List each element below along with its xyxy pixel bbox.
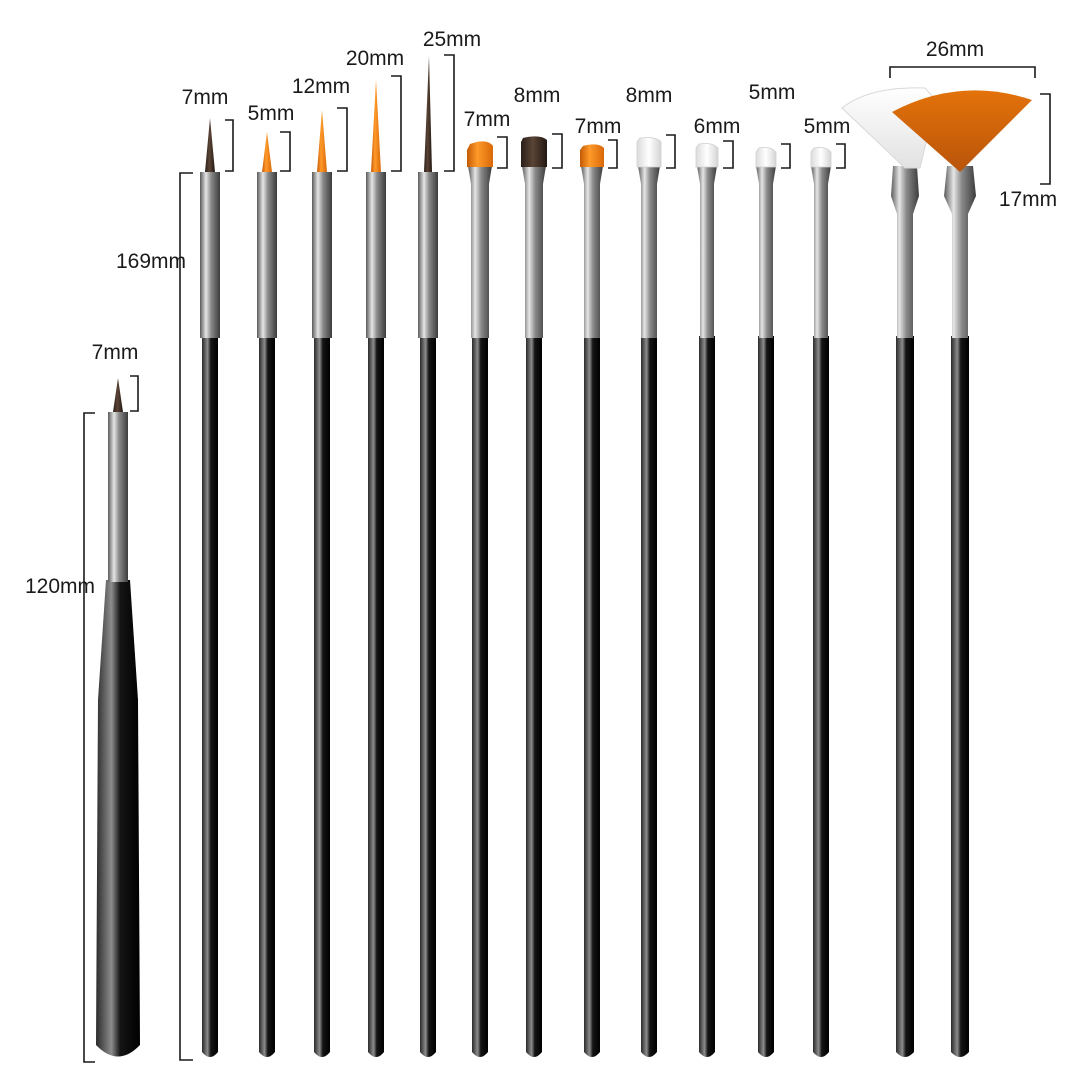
label-liner-1: 7mm (182, 86, 229, 109)
bracket-flat-6 (781, 143, 791, 169)
label-flat-5: 6mm (694, 115, 741, 138)
bracket-liner-2 (280, 131, 291, 172)
brush-ferrule (468, 166, 492, 338)
striper-brush-5 (418, 56, 438, 1057)
label-liner-3: 12mm (292, 75, 350, 98)
brush-ferrule (756, 166, 776, 338)
brush-bristle (636, 137, 662, 168)
brush-bristle (580, 144, 604, 167)
label-short-length: 120mm (25, 575, 95, 598)
brush-ferrule (108, 412, 128, 582)
brush-ferrule (200, 172, 220, 338)
fan-brush-1 (841, 87, 937, 1057)
brush-bristle (424, 56, 432, 172)
brush-ferrule (811, 166, 831, 338)
brush-bristle (371, 80, 381, 172)
label-fan-width: 26mm (926, 38, 984, 61)
flat-brush-5 (695, 143, 719, 1057)
flat-brush-4 (636, 137, 662, 1057)
label-long-length: 169mm (116, 250, 186, 273)
label-flat-3: 7mm (575, 115, 622, 138)
brush-handle (202, 336, 218, 1057)
label-liner-5: 25mm (423, 28, 481, 51)
bracket-liner-1 (225, 119, 234, 172)
brush-bristle (317, 110, 327, 172)
label-short-tip: 7mm (92, 341, 139, 364)
fan-brush-2 (892, 90, 1032, 1057)
bracket-flat-7 (836, 143, 846, 169)
brush-bristle (892, 90, 1032, 172)
brush-handle (420, 336, 436, 1057)
bracket-fan-height (1040, 93, 1051, 185)
label-liner-4: 20mm (346, 47, 404, 70)
brush-bristle (521, 136, 547, 167)
brush-handle (96, 580, 140, 1057)
brush-bristle (467, 141, 493, 167)
short-liner-brush (96, 378, 140, 1057)
flat-brush-7 (810, 147, 832, 1057)
bracket-liner-4 (391, 75, 402, 172)
brush-handle (259, 336, 275, 1057)
bracket-flat-1 (497, 136, 508, 169)
bracket-long-length (179, 172, 193, 1061)
brush-handle (526, 336, 542, 1057)
brush-bristle (262, 132, 272, 172)
brush-ferrule (418, 172, 438, 338)
bracket-liner-3 (337, 107, 348, 172)
label-flat-2: 8mm (514, 84, 561, 107)
bracket-flat-2 (552, 133, 563, 169)
brush-ferrule (638, 166, 660, 338)
label-flat-1: 7mm (464, 108, 511, 131)
brush-ferrule (366, 172, 386, 338)
bracket-liner-5 (444, 54, 455, 172)
brush-bristle (755, 147, 777, 168)
bracket-flat-4 (666, 134, 676, 169)
brush-ferrule (891, 166, 919, 338)
striper-brush-3 (312, 110, 332, 1057)
brush-handle (584, 336, 600, 1057)
brush-handle (758, 336, 774, 1057)
label-flat-6: 5mm (749, 81, 796, 104)
brush-ferrule (944, 166, 976, 338)
dimension-labels: 7mm 120mm 169mm 7mm 5mm 12mm 20mm 25mm 7… (25, 28, 1057, 598)
bracket-short-tip (130, 375, 139, 412)
brush-ferrule (522, 166, 546, 338)
label-flat-7: 5mm (804, 115, 851, 138)
bracket-short-length (83, 412, 95, 1063)
brush-bristle (695, 143, 719, 168)
brush-bristle (113, 378, 123, 412)
brush-handle (472, 336, 488, 1057)
brush-ferrule (581, 166, 603, 338)
bracket-fan-width (889, 66, 1036, 78)
flat-brush-3 (580, 144, 604, 1057)
brush-handle (896, 336, 914, 1057)
striper-brush-1 (200, 118, 220, 1057)
brush-handle (314, 336, 330, 1057)
brush-ferrule (312, 172, 332, 338)
brush-bristle (810, 147, 832, 168)
brush-handle (813, 336, 829, 1057)
flat-brush-1 (467, 141, 493, 1057)
dimension-lines (83, 54, 1051, 1063)
striper-brush-2 (257, 132, 277, 1057)
brush-handle (699, 336, 715, 1057)
brush-bristle (205, 118, 215, 172)
label-liner-2: 5mm (248, 102, 295, 125)
brush-ferrule (697, 166, 717, 338)
brush-handle (641, 336, 657, 1057)
flat-brush-2 (521, 136, 547, 1057)
flat-brush-6 (755, 147, 777, 1057)
label-flat-4: 8mm (626, 84, 673, 107)
label-fan-height: 17mm (999, 188, 1057, 211)
brush-handle (951, 336, 969, 1057)
bracket-flat-3 (608, 139, 618, 169)
striper-brush-4 (366, 80, 386, 1057)
brush-ferrule (257, 172, 277, 338)
bracket-flat-5 (723, 140, 734, 169)
brush-handle (368, 336, 384, 1057)
